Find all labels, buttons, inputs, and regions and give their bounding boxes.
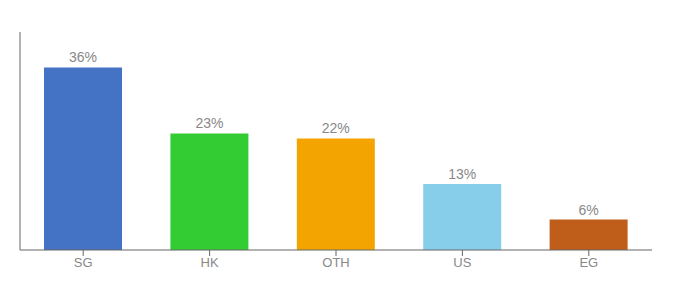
svg-text:EG: EG	[579, 255, 598, 270]
svg-text:OTH: OTH	[322, 255, 349, 270]
svg-text:13%: 13%	[448, 166, 476, 182]
svg-text:23%: 23%	[195, 115, 223, 131]
svg-text:US: US	[453, 255, 471, 270]
svg-text:6%: 6%	[578, 202, 598, 218]
svg-text:36%: 36%	[69, 49, 97, 65]
svg-text:SG: SG	[74, 255, 93, 270]
svg-text:22%: 22%	[322, 120, 350, 136]
svg-text:HK: HK	[201, 255, 219, 270]
